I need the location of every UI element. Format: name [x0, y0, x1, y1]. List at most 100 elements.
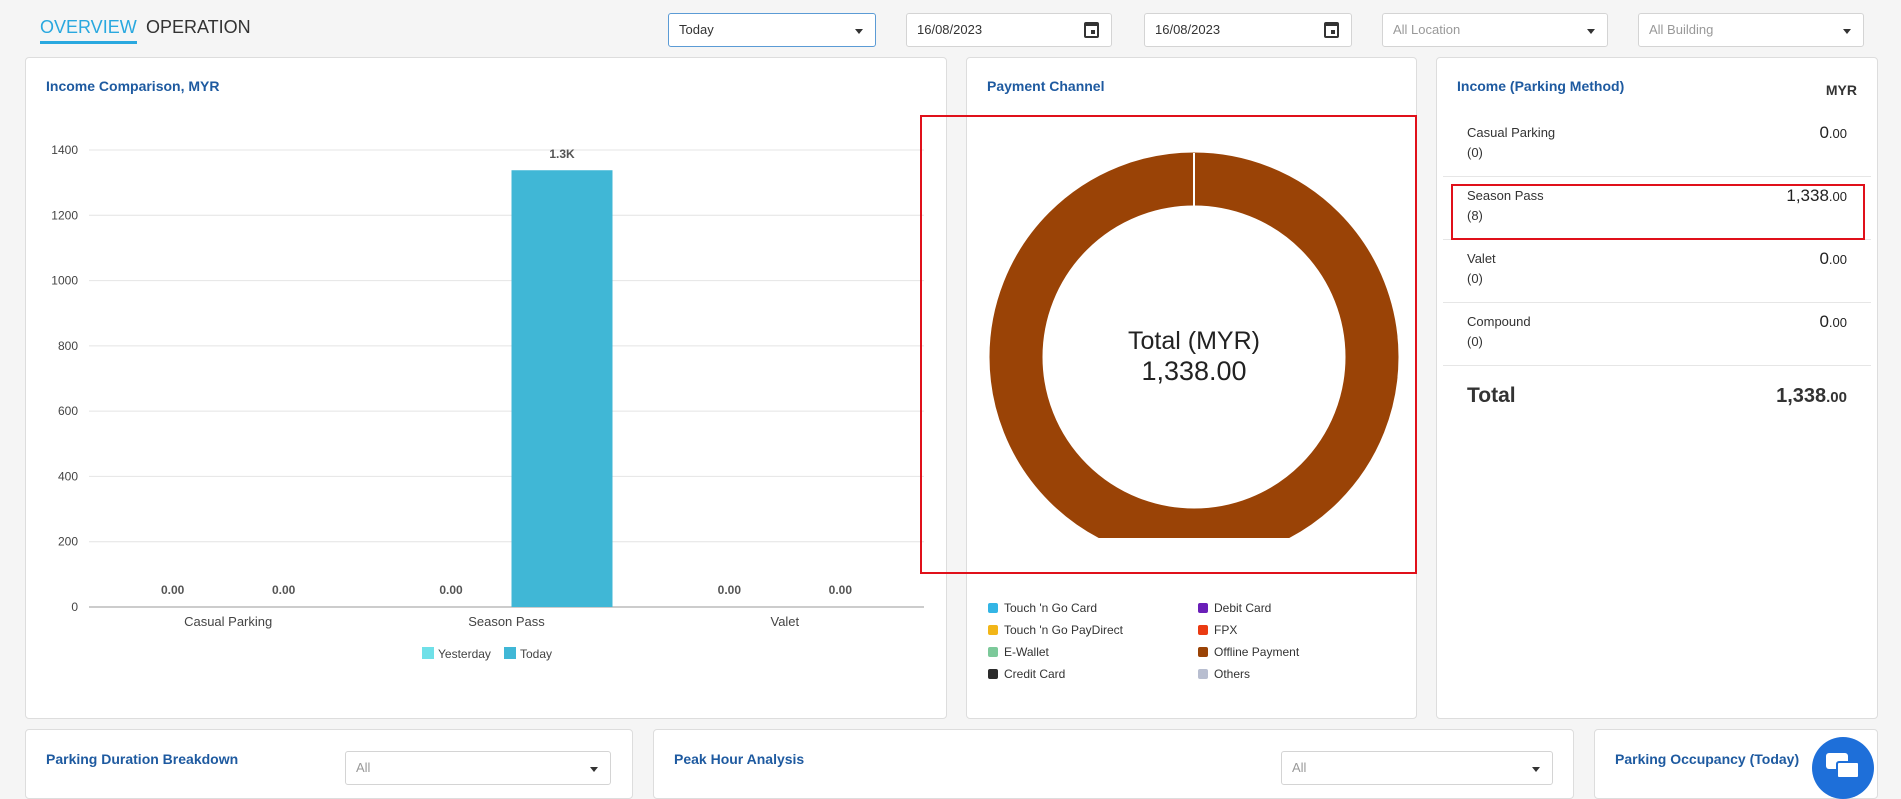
payment-channel-card: Payment Channel Total (MYR) 1,338.00 Tou…: [966, 57, 1417, 719]
legend-swatch: [988, 647, 998, 657]
parking-duration-title: Parking Duration Breakdown: [46, 751, 239, 767]
legend-item-touch-n-go-card[interactable]: Touch 'n Go Card: [988, 601, 1097, 615]
income-row-amount: 0.00: [1819, 249, 1847, 269]
peak-filter-select[interactable]: All: [1281, 751, 1553, 785]
income-row-valet[interactable]: Valet (0) 0.00: [1443, 241, 1871, 303]
y-tick-label: 0: [71, 600, 78, 614]
chat-button[interactable]: [1812, 737, 1874, 799]
y-tick-label: 600: [58, 404, 78, 418]
income-row-label: Compound: [1467, 314, 1531, 329]
x-tick-label: Valet: [770, 614, 799, 629]
duration-filter-value: All: [356, 760, 371, 775]
x-tick-label: Season Pass: [468, 614, 545, 629]
date-to-value: 16/08/2023: [1155, 22, 1221, 37]
income-method-card: Income (Parking Method) MYR Casual Parki…: [1436, 57, 1878, 719]
tab-operation[interactable]: OPERATION: [146, 17, 251, 37]
tab-overview[interactable]: OVERVIEW: [40, 17, 137, 44]
chevron-down-icon: [1587, 29, 1595, 34]
date-from-input[interactable]: 16/08/2023: [906, 13, 1112, 47]
parking-duration-card: Parking Duration Breakdown All: [25, 729, 633, 799]
y-tick-label: 200: [58, 535, 78, 549]
legend-swatch: [988, 669, 998, 679]
x-tick-label: Casual Parking: [184, 614, 272, 629]
top-bar: OVERVIEW OPERATION Today 16/08/2023 16/0…: [0, 0, 1901, 56]
amount-decimals: .00: [1828, 189, 1847, 204]
legend-label: Others: [1214, 667, 1251, 681]
bar-data-label: 1.3K: [549, 147, 575, 161]
income-row-label: Valet: [1467, 251, 1496, 266]
bar-data-label: 0.00: [439, 583, 463, 597]
bar-data-label: 0.00: [718, 583, 742, 597]
peak-hour-card: Peak Hour Analysis All: [653, 729, 1574, 799]
calendar-icon[interactable]: [1324, 22, 1339, 38]
location-select-value: All Location: [1393, 22, 1461, 37]
currency-label: MYR: [1825, 82, 1857, 98]
bar-data-label: 0.00: [161, 583, 185, 597]
legend-item-others[interactable]: Others: [1198, 667, 1250, 681]
y-tick-label: 800: [58, 339, 78, 353]
y-tick-label: 400: [58, 469, 78, 483]
legend-item-touch-n-go-paydirect[interactable]: Touch 'n Go PayDirect: [988, 623, 1123, 637]
amount-decimals: .00: [1828, 252, 1847, 267]
chevron-down-icon: [1532, 767, 1540, 772]
income-total-label: Total: [1467, 384, 1516, 407]
payment-channel-title: Payment Channel: [987, 78, 1105, 94]
legend-item-credit-card[interactable]: Credit Card: [988, 667, 1065, 681]
y-tick-label: 1000: [51, 274, 78, 288]
chevron-down-icon: [590, 767, 598, 772]
date-to-input[interactable]: 16/08/2023: [1144, 13, 1352, 47]
income-row-count: (0): [1467, 271, 1483, 286]
amount-integer: 0: [1819, 312, 1829, 331]
donut-center-label: Total (MYR): [1128, 327, 1260, 355]
income-row-amount: 1,338.00: [1786, 186, 1847, 206]
income-row-count: (0): [1467, 145, 1483, 160]
legend-label: FPX: [1214, 623, 1238, 637]
income-row-amount: 0.00: [1819, 312, 1847, 332]
legend-label-yesterday: Yesterday: [438, 647, 491, 661]
legend-swatch: [1198, 625, 1208, 635]
legend-item-offline-payment[interactable]: Offline Payment: [1198, 645, 1299, 659]
legend-swatch: [1198, 669, 1208, 679]
season-pass-highlight: [1451, 184, 1865, 240]
building-select[interactable]: All Building: [1638, 13, 1864, 47]
peak-hour-title: Peak Hour Analysis: [674, 751, 805, 767]
income-row-amount: 0.00: [1819, 123, 1847, 143]
parking-occupancy-title: Parking Occupancy (Today): [1615, 751, 1800, 767]
income-comparison-title: Income Comparison, MYR: [46, 78, 220, 94]
legend-label: Debit Card: [1214, 601, 1272, 615]
legend-label-today: Today: [520, 647, 552, 661]
income-row-casual-parking[interactable]: Casual Parking (0) 0.00: [1443, 115, 1871, 177]
building-select-value: All Building: [1649, 22, 1714, 37]
legend-item-debit-card[interactable]: Debit Card: [1198, 601, 1271, 615]
legend-swatch: [988, 625, 998, 635]
legend-item-e-wallet[interactable]: E-Wallet: [988, 645, 1049, 659]
total-decimals: .00: [1826, 389, 1847, 406]
income-total-amount: 1,338.00: [1776, 385, 1847, 408]
amount-integer: 0: [1819, 249, 1829, 268]
amount-decimals: .00: [1828, 126, 1847, 141]
income-row-compound[interactable]: Compound (0) 0.00: [1443, 304, 1871, 366]
total-integer: 1,338: [1776, 385, 1827, 407]
legend-label: Credit Card: [1004, 667, 1066, 681]
amount-decimals: .00: [1828, 315, 1847, 330]
income-row-label: Casual Parking: [1467, 125, 1556, 140]
bar-data-label: 0.00: [272, 583, 296, 597]
location-select[interactable]: All Location: [1382, 13, 1608, 47]
legend-swatch: [1198, 603, 1208, 613]
period-select[interactable]: Today: [668, 13, 876, 47]
bar-today[interactable]: [511, 170, 613, 607]
bar-data-label: 0.00: [829, 583, 853, 597]
legend-swatch: [988, 603, 998, 613]
payment-channel-donut: Total (MYR) 1,338.00: [989, 152, 1399, 538]
income-row-count: (8): [1467, 208, 1483, 223]
calendar-icon[interactable]: [1084, 22, 1099, 38]
y-tick-label: 1200: [51, 208, 78, 222]
chevron-down-icon: [1843, 29, 1851, 34]
income-row-label: Season Pass: [1467, 188, 1544, 203]
legend-swatch-yesterday: [422, 647, 434, 659]
y-tick-label: 1400: [51, 143, 78, 157]
income-method-title: Income (Parking Method): [1457, 78, 1625, 94]
legend-swatch: [1198, 647, 1208, 657]
legend-item-fpx[interactable]: FPX: [1198, 623, 1237, 637]
legend-label: Touch 'n Go PayDirect: [1004, 623, 1124, 637]
